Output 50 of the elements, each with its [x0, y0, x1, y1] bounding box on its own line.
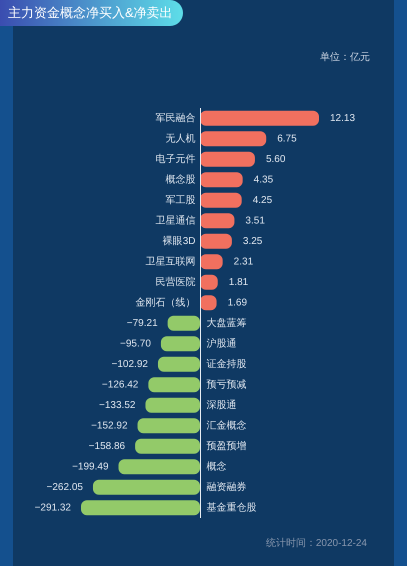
y-tick-label: 无人机 — [166, 132, 196, 144]
bar — [200, 234, 232, 249]
y-tick-label: 卫星互联网 — [146, 256, 196, 268]
y-tick-label: 沪股通 — [206, 338, 236, 350]
bar — [200, 172, 243, 188]
data-label: −133.52 — [99, 400, 136, 411]
y-tick-label: 概念股 — [166, 174, 196, 186]
data-label: −152.92 — [91, 420, 128, 432]
data-label: −199.49 — [72, 462, 109, 472]
y-tick-label: 金刚石（线） — [136, 296, 196, 308]
y-tick-label: 融资融券 — [206, 481, 246, 493]
y-tick-label: 基金重仓股 — [206, 502, 256, 514]
y-tick-label: 深股通 — [206, 399, 236, 411]
y-tick-label: 军工股 — [166, 195, 196, 206]
bar — [200, 192, 242, 208]
data-label: −158.86 — [88, 441, 126, 452]
y-tick-label: 概念 — [206, 460, 226, 472]
text: 统计时间：2020-12-24 — [266, 538, 367, 550]
data-label: 3.51 — [245, 216, 266, 226]
data-label: −262.05 — [46, 482, 84, 493]
bar — [200, 213, 234, 228]
data-label: −79.21 — [126, 318, 158, 329]
y-tick-label: 预亏预减 — [206, 378, 246, 390]
text: 主力资金概念净买入&净卖出 — [8, 5, 173, 21]
y-tick-label: 民营医院 — [156, 276, 196, 288]
y-tick-label: 军民融合 — [156, 112, 196, 124]
data-label: 1.81 — [228, 277, 249, 288]
bar — [200, 131, 266, 146]
data-label: 3.25 — [242, 236, 263, 247]
data-label: 6.75 — [277, 134, 298, 144]
data-label: 2.31 — [234, 256, 254, 268]
text: 单位：亿元 — [320, 52, 370, 64]
data-label: 1.69 — [228, 298, 248, 308]
bar — [200, 152, 255, 167]
y-tick-label: 电子元件 — [156, 153, 196, 165]
bar — [200, 110, 319, 126]
data-label: −126.42 — [102, 380, 139, 390]
data-label: −291.32 — [34, 502, 72, 514]
y-tick-label: 裸眼3D — [162, 235, 196, 247]
y-tick-label: 预盈预增 — [206, 440, 246, 452]
y-tick-label: 大盘蓝筹 — [206, 317, 246, 329]
y-tick-label: 证金持股 — [206, 358, 246, 370]
data-label: 5.60 — [266, 154, 286, 165]
data-label: 4.35 — [254, 174, 274, 186]
data-label: −102.92 — [112, 359, 148, 370]
data-label: 4.25 — [252, 195, 273, 206]
y-tick-label: 汇金概念 — [206, 420, 246, 432]
data-label: −95.70 — [120, 338, 152, 350]
y-tick-label: 卫星通信 — [156, 214, 196, 226]
data-label: 12.13 — [330, 113, 356, 124]
